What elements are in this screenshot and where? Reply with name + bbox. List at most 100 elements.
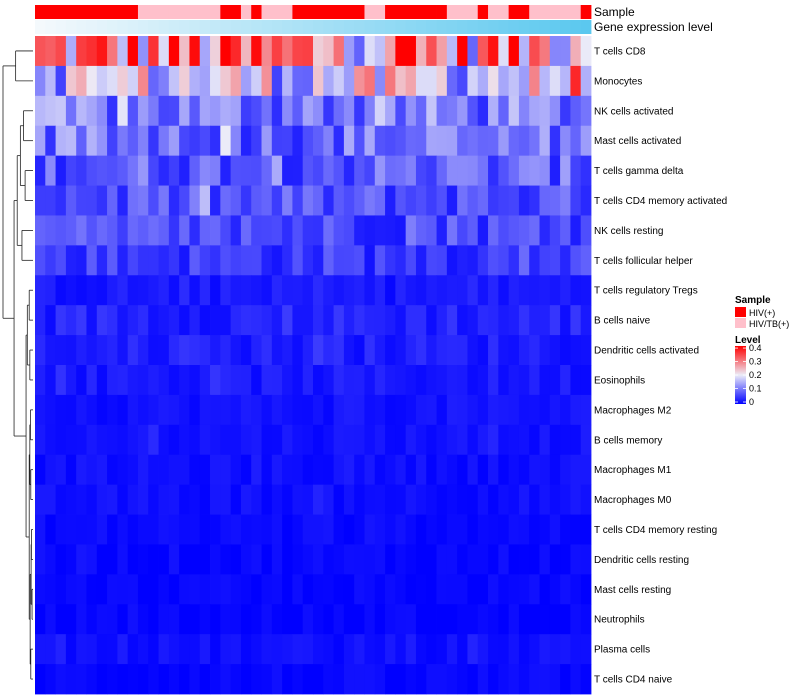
- heatmap-cell: [210, 664, 221, 695]
- heatmap-cell: [189, 275, 201, 306]
- heatmap-cell: [415, 365, 427, 396]
- heatmap-cell: [385, 365, 396, 396]
- heatmap-cell: [137, 454, 149, 486]
- heatmap-cell: [230, 65, 242, 97]
- heatmap-cell: [446, 245, 458, 276]
- heatmap-cell: [529, 155, 540, 186]
- heatmap-cell: [282, 604, 293, 635]
- heatmap-cell: [323, 245, 334, 276]
- heatmap-cell: [405, 36, 417, 67]
- heatmap-cell: [395, 514, 407, 545]
- heatmap-cell: [333, 634, 345, 665]
- heatmap-cell: [426, 65, 437, 97]
- heatmap-cell: [436, 215, 448, 246]
- heatmap-cell: [107, 484, 118, 515]
- heatmap-cell: [570, 514, 582, 545]
- heatmap-cell: [230, 335, 242, 366]
- heatmap-cell: [210, 95, 221, 127]
- heatmap-cell: [251, 664, 262, 695]
- heatmap-cell: [436, 664, 448, 695]
- heatmap-cell: [354, 36, 365, 67]
- heatmap-cell: [385, 514, 396, 545]
- heatmap-cell: [529, 604, 540, 635]
- heatmap-cell: [117, 36, 129, 67]
- heatmap-cell: [148, 634, 159, 665]
- heatmap-cell: [302, 365, 314, 396]
- heatmap-cell: [477, 604, 489, 635]
- heatmap-cell: [385, 185, 396, 216]
- heatmap-cell: [282, 365, 293, 396]
- heatmap-cell: [374, 155, 386, 186]
- heatmap-cell: [158, 65, 170, 97]
- expression-annotation-cell: [199, 20, 211, 34]
- expression-annotation-cell: [86, 20, 98, 34]
- heatmap-cell: [302, 245, 314, 276]
- heatmap-cell: [240, 634, 252, 665]
- heatmap-cell: [385, 275, 396, 306]
- heatmap-cell: [323, 664, 334, 695]
- heatmap-cell: [549, 604, 561, 635]
- heatmap-cell: [220, 155, 232, 186]
- heatmap-cell: [220, 484, 232, 515]
- heatmap-cell: [446, 215, 458, 246]
- heatmap-cell: [539, 544, 551, 575]
- heatmap-cell: [467, 424, 479, 456]
- heatmap-cell: [549, 335, 561, 366]
- heatmap-cell: [323, 335, 334, 366]
- heatmap-cell: [179, 544, 190, 575]
- heatmap-cell: [580, 275, 592, 306]
- heatmap-cell: [76, 275, 87, 306]
- heatmap-cell: [220, 424, 232, 456]
- heatmap-cell: [457, 514, 468, 545]
- heatmap-cell: [415, 36, 427, 67]
- heatmap-cell: [333, 125, 345, 157]
- heatmap-cell: [508, 424, 520, 456]
- heatmap-cell: [467, 185, 479, 216]
- heatmap-cell: [158, 215, 170, 246]
- heatmap-cell: [354, 245, 365, 276]
- heatmap-cell: [560, 604, 571, 635]
- sample-annotation-cell: [560, 5, 571, 19]
- heatmap-cell: [189, 36, 201, 67]
- heatmap-cell: [158, 454, 170, 486]
- heatmap-cell: [580, 245, 592, 276]
- heatmap-cell: [96, 275, 108, 306]
- heatmap-cell: [374, 544, 386, 575]
- sample-annotation-cell: [374, 5, 386, 19]
- heatmap-cell: [302, 424, 314, 456]
- heatmap-cell: [364, 125, 376, 157]
- row-label: Plasma cells: [594, 645, 650, 656]
- heatmap-cell: [477, 574, 489, 605]
- heatmap-cell: [96, 95, 108, 127]
- heatmap-cell: [580, 155, 592, 186]
- heatmap-cell: [220, 305, 232, 336]
- heatmap-cell: [405, 574, 417, 605]
- heatmap-cell: [549, 305, 561, 336]
- heatmap-cell: [560, 514, 571, 545]
- heatmap-cell: [65, 95, 77, 127]
- heatmap-cell: [426, 245, 437, 276]
- heatmap-cell: [467, 454, 479, 486]
- heatmap-cell: [374, 65, 386, 97]
- heatmap-cell: [477, 125, 489, 157]
- heatmap-cell: [65, 335, 77, 366]
- heatmap-cell: [570, 365, 582, 396]
- heatmap-cell: [45, 95, 56, 127]
- heatmap-cell: [570, 305, 582, 336]
- heatmap-cell: [189, 454, 201, 486]
- heatmap-cell: [65, 215, 77, 246]
- heatmap-cell: [302, 65, 314, 97]
- heatmap-cell: [261, 125, 273, 157]
- heatmap-cell: [560, 65, 571, 97]
- heatmap-cell: [426, 604, 437, 635]
- heatmap-cell: [261, 275, 273, 306]
- heatmap-cell: [96, 185, 108, 216]
- heatmap-cell: [107, 245, 118, 276]
- heatmap-cell: [395, 664, 407, 695]
- heatmap-cell: [518, 155, 530, 186]
- expression-annotation-cell: [374, 20, 386, 34]
- heatmap-cell: [529, 65, 540, 97]
- heatmap-cell: [199, 454, 211, 486]
- heatmap-cell: [65, 574, 77, 605]
- heatmap-cell: [199, 424, 211, 456]
